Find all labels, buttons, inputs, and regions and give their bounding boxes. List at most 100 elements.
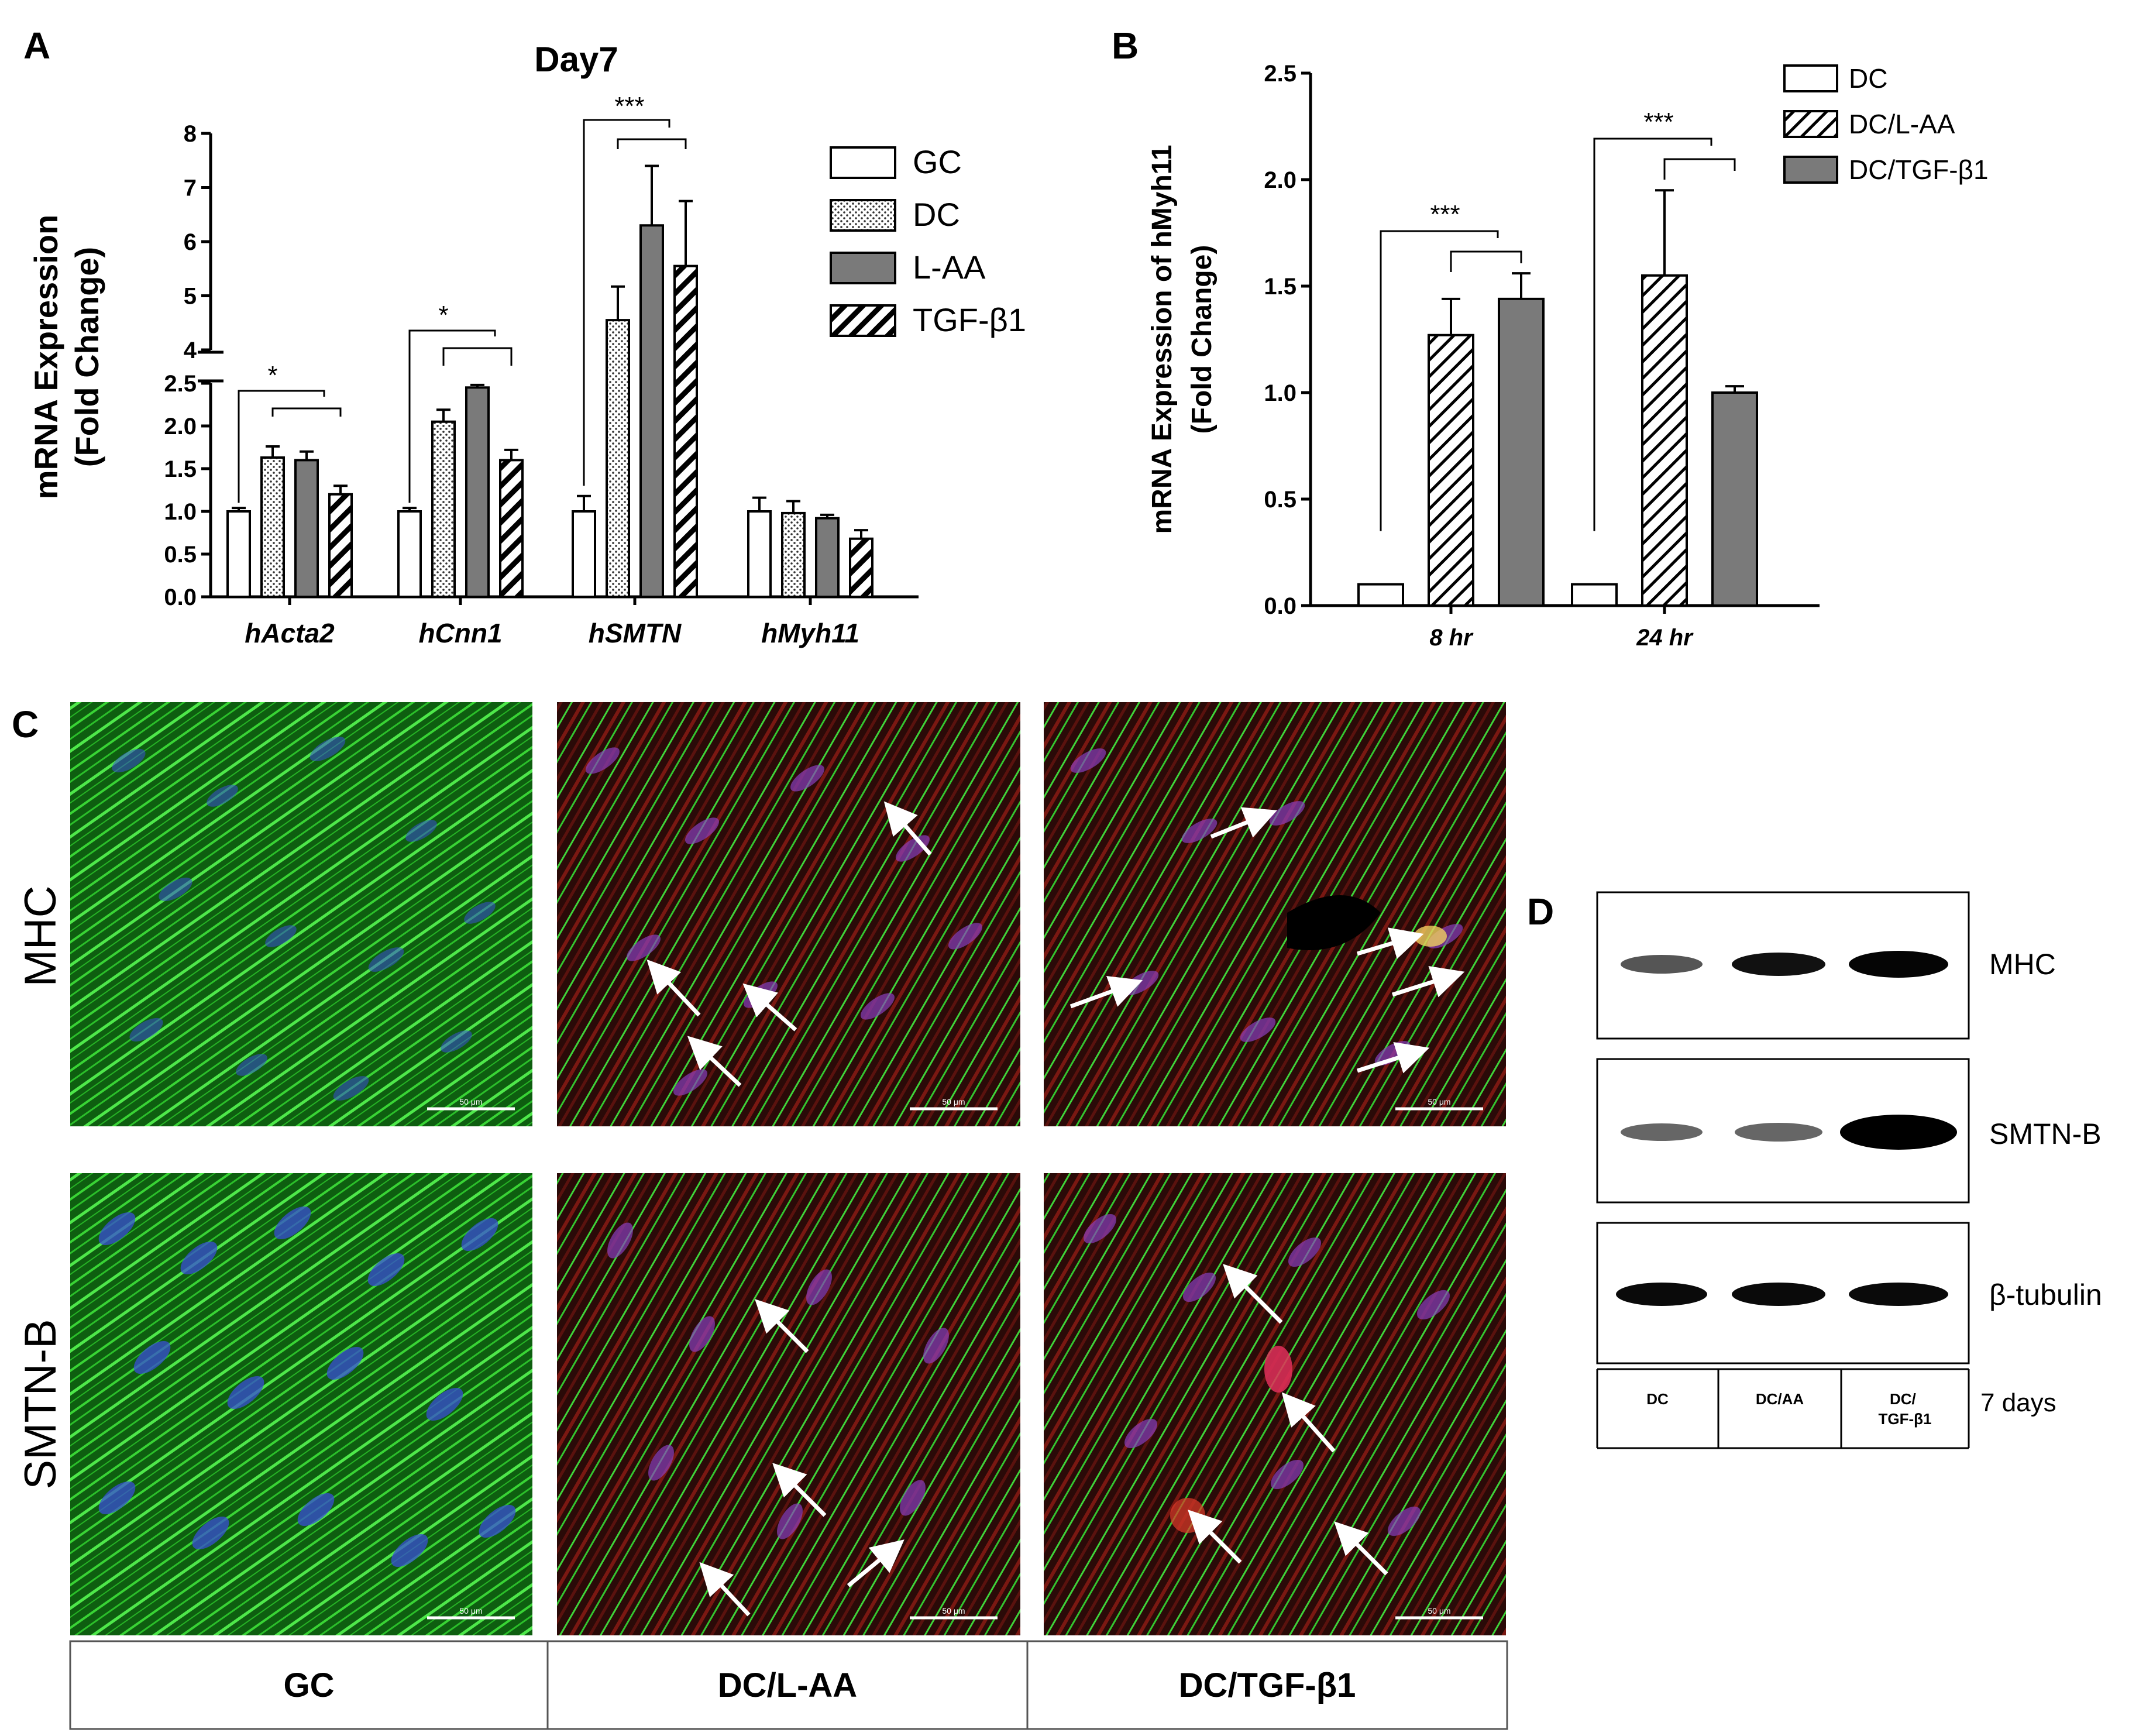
legend-swatch — [830, 252, 896, 284]
bar — [815, 517, 840, 598]
bar — [572, 510, 596, 598]
y-tick-label: 2.0 — [1264, 167, 1296, 193]
y-tick-label: 8 — [184, 121, 197, 147]
bar — [260, 456, 285, 599]
legend-label: L-AA — [913, 249, 986, 286]
significance-label: *** — [1430, 200, 1460, 229]
legend-label: DC — [913, 196, 960, 233]
x-category-label: hActa2 — [245, 618, 335, 648]
column-label-dc-laa: DC/L-AA — [718, 1666, 857, 1704]
bar — [1357, 583, 1404, 607]
legend-label: DC/L-AA — [1849, 109, 1955, 139]
bar — [294, 459, 319, 599]
bar — [499, 459, 524, 599]
y-tick-label: 2.5 — [164, 371, 197, 397]
bar — [431, 420, 456, 598]
y-tick-label: 1.5 — [164, 456, 197, 482]
scale-label: 50 μm — [459, 1606, 482, 1615]
micrograph-mhc-gc: 50 μm — [70, 702, 532, 1126]
chart-a-ylabel-line2: (Fold Change) — [68, 247, 105, 467]
x-category-label: 8 hr — [1429, 625, 1474, 651]
column-label-table: GC DC/L-AA DC/TGF-β1 — [69, 1640, 1508, 1730]
scale-label: 50 μm — [942, 1606, 965, 1615]
bar — [226, 510, 251, 598]
chart-a-title: Day7 — [534, 40, 618, 79]
y-tick-label: 0.0 — [164, 585, 197, 610]
micrograph-smtn-dc-laa: 50 μm — [557, 1173, 1020, 1635]
chart-b-significance: *** *** — [1380, 108, 1736, 531]
blot-label-mhc: MHC — [1989, 948, 2056, 981]
time-label: 7 days — [1980, 1388, 2056, 1417]
blot-smtn-b: SMTN-B — [1596, 1058, 2102, 1204]
chart-a-axes: 0.0 0.5 1.0 1.5 2.0 2.5 4 5 6 7 8 hActa2 hCnn1 hSMTN h… — [164, 121, 919, 648]
panel-b: B mRNA Expression of hMyh11 (Fold Change… — [1112, 25, 1989, 651]
y-tick-label: 2.0 — [164, 414, 197, 439]
scale-label: 50 μm — [459, 1097, 482, 1106]
legend-swatch — [830, 304, 896, 337]
panel-letter-a: A — [23, 25, 50, 67]
x-category-label: hMyh11 — [761, 618, 859, 648]
panel-letter-c: C — [12, 703, 39, 745]
micrograph-smtn-gc: 50 μm — [70, 1173, 532, 1635]
y-tick-label: 2.5 — [1264, 61, 1296, 87]
x-category-label: hSMTN — [589, 618, 682, 648]
blot-beta-tubulin: β-tubulin — [1596, 1222, 2102, 1364]
significance-label: *** — [614, 92, 644, 121]
legend-label: GC — [913, 143, 962, 180]
significance-label: * — [267, 361, 277, 390]
significance-bracket — [238, 390, 325, 503]
blot-mhc: MHC — [1596, 891, 2056, 1040]
bar — [781, 511, 806, 598]
row-label-mhc: MHC — [16, 885, 66, 986]
column-label-gc: GC — [284, 1666, 335, 1704]
chart-a-ylabel-line1: mRNA Expression — [27, 215, 64, 500]
legend-label: DC/TGF-β1 — [1849, 154, 1989, 185]
significance-bracket — [617, 138, 687, 149]
lane-label-table: DC DC/AA DC/ TGF-β1 7 days — [1596, 1368, 2056, 1449]
lane-label-dc-tgfb1: DC/ TGF-β1 — [1879, 1390, 1932, 1428]
bar — [1428, 334, 1474, 607]
bar — [328, 493, 353, 598]
chart-b-legend: DC DC/L-AA DC/TGF-β1 — [1783, 63, 1989, 185]
panel-letter-b: B — [1112, 25, 1139, 67]
significance-bracket — [1663, 158, 1736, 180]
micrograph-mhc-dc-tgfb1: 50 μm — [1044, 702, 1506, 1126]
chart-b-ylabel-line2: (Fold Change) — [1187, 245, 1218, 434]
significance-label: * — [438, 301, 448, 329]
bar — [1498, 297, 1545, 607]
significance-bracket — [408, 329, 496, 503]
y-tick-label: 1.0 — [1264, 380, 1296, 406]
panel-a: A Day7 mRNA Expression (Fold Change) 0.0… — [23, 25, 1026, 648]
legend-label: TGF-β1 — [913, 301, 1026, 338]
bar — [849, 537, 873, 598]
bar — [673, 264, 698, 598]
blot-label-beta-tubulin: β-tubulin — [1989, 1278, 2102, 1311]
significance-label: *** — [1643, 108, 1673, 136]
y-tick-label: 6 — [184, 229, 197, 255]
column-label-dc-tgfb1: DC/TGF-β1 — [1179, 1666, 1356, 1704]
panel-c: C MHC SMTN-B 50 μm — [12, 702, 1508, 1730]
bar — [1571, 583, 1618, 607]
bar — [606, 319, 630, 598]
bar — [1711, 391, 1758, 607]
significance-bracket — [1380, 230, 1499, 531]
chart-a-legend: GC DC L-AA TGF-β1 — [830, 143, 1026, 338]
significance-bracket — [1450, 250, 1522, 272]
y-tick-label: 1.5 — [1264, 274, 1296, 300]
panel-d: D MHC SMTN-B β-tubulin — [1527, 891, 2102, 1449]
y-tick-label: 1.0 — [164, 499, 197, 525]
significance-bracket — [442, 347, 513, 366]
significance-bracket — [583, 119, 670, 486]
blot-label-smtn-b: SMTN-B — [1989, 1118, 2102, 1150]
panel-letter-d: D — [1527, 891, 1554, 933]
legend-swatch — [1783, 110, 1838, 138]
micrograph-mhc-dc-laa: 50 μm — [557, 702, 1020, 1126]
scale-label: 50 μm — [1428, 1097, 1450, 1106]
legend-swatch — [1783, 156, 1838, 184]
y-tick-label: 0.5 — [164, 542, 197, 568]
y-tick-label: 0.0 — [1264, 593, 1296, 619]
row-label-smtn-b: SMTN-B — [16, 1319, 66, 1489]
bar — [639, 224, 664, 598]
y-tick-label: 7 — [184, 176, 197, 201]
